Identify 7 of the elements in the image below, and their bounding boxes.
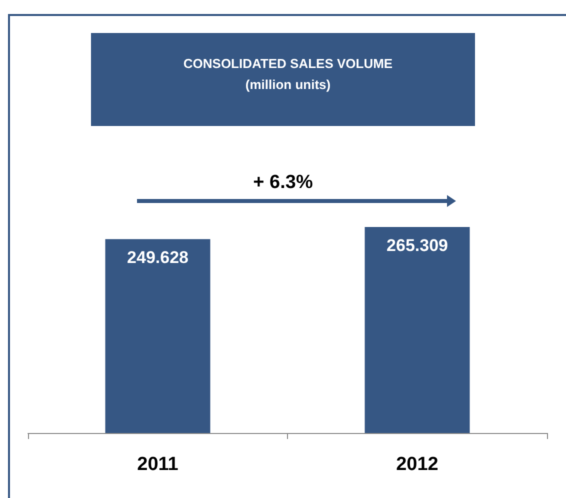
text: + 6.3% — [253, 172, 313, 193]
chart-subtitle: (million units) — [245, 77, 331, 92]
x-tick-label: 2011 — [137, 454, 179, 475]
data-label: 265.309 — [386, 236, 448, 255]
data-label: 249.628 — [127, 248, 188, 268]
chart-title: CONSOLIDATED SALES VOLUME — [183, 56, 393, 71]
x-tick-label: 2012 — [396, 454, 438, 475]
